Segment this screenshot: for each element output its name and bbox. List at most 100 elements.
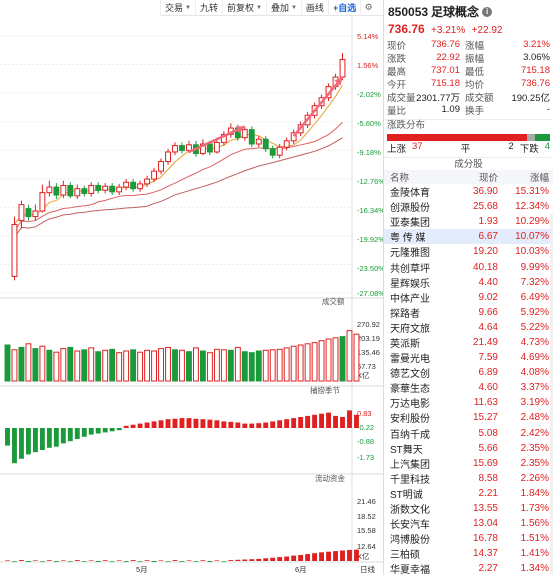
- flow-bar[interactable]: [12, 561, 17, 562]
- macd-bar[interactable]: [123, 425, 129, 428]
- macd-bar[interactable]: [95, 428, 101, 434]
- volume-bar[interactable]: [186, 351, 192, 382]
- flow-bar[interactable]: [144, 560, 150, 561]
- flow-bar[interactable]: [270, 557, 276, 561]
- volume-bar[interactable]: [151, 350, 158, 382]
- volume-bar[interactable]: [144, 349, 151, 382]
- flow-bar[interactable]: [19, 560, 24, 561]
- volume-bar[interactable]: [192, 347, 199, 382]
- col-pct-header[interactable]: 涨幅: [529, 173, 549, 184]
- flow-bar[interactable]: [340, 550, 345, 562]
- flow-bar[interactable]: [32, 560, 38, 561]
- candle-body[interactable]: [165, 151, 171, 163]
- charts-canvas[interactable]: 5.14% 1.56% -2.02% -5.60% -9.18% -12.76%…: [0, 16, 383, 575]
- candle-body[interactable]: [206, 143, 213, 153]
- flow-bar[interactable]: [53, 561, 59, 562]
- candle-body[interactable]: [151, 170, 158, 180]
- flow-bar[interactable]: [95, 561, 101, 562]
- volume-bar[interactable]: [109, 348, 116, 382]
- flow-bar[interactable]: [179, 561, 185, 562]
- volume-bar[interactable]: [220, 349, 227, 382]
- fund-flow-bars[interactable]: [5, 549, 359, 562]
- macd-bar[interactable]: [25, 428, 31, 455]
- macd-bar[interactable]: [312, 414, 318, 428]
- flow-bar[interactable]: [228, 560, 234, 561]
- overlay-button[interactable]: 叠加 ▼: [265, 0, 301, 16]
- flow-bar[interactable]: [39, 561, 45, 562]
- volume-bar[interactable]: [339, 336, 346, 382]
- flow-bar[interactable]: [298, 555, 304, 561]
- add-watchlist-button[interactable]: +自选: [327, 0, 360, 16]
- volume-bar[interactable]: [39, 345, 46, 382]
- candle-body[interactable]: [60, 184, 67, 196]
- macd-bar[interactable]: [102, 428, 108, 433]
- macd-bar[interactable]: [74, 428, 80, 439]
- nine-turn-button[interactable]: 九转: [194, 0, 222, 16]
- flow-bar[interactable]: [74, 560, 80, 561]
- trade-button[interactable]: 交易 ▼: [160, 0, 195, 16]
- flow-bar[interactable]: [319, 552, 325, 561]
- constituent-row[interactable]: 探路者 9.66 5.92%: [384, 305, 553, 320]
- volume-bar[interactable]: [123, 350, 130, 382]
- flow-bar[interactable]: [207, 561, 213, 562]
- volume-bar[interactable]: [227, 349, 234, 382]
- macd-bar[interactable]: [88, 428, 94, 435]
- macd-bar[interactable]: [354, 414, 359, 428]
- constituent-row[interactable]: 鸿博股份 16.78 1.51%: [384, 531, 553, 546]
- constituent-row[interactable]: 长安汽车 13.04 1.56%: [384, 516, 553, 531]
- macd-bar[interactable]: [277, 420, 283, 428]
- flow-bar[interactable]: [186, 560, 192, 561]
- volume-bar[interactable]: [32, 348, 39, 382]
- macd-bar[interactable]: [249, 423, 255, 428]
- macd-bar[interactable]: [144, 422, 150, 429]
- adjust-button[interactable]: 前复权 ▼: [221, 0, 266, 16]
- candle-body[interactable]: [46, 186, 53, 194]
- constituent-row[interactable]: 三柏硕 14.37 1.41%: [384, 546, 553, 561]
- flow-bar[interactable]: [354, 549, 359, 561]
- candlestick-series[interactable]: [11, 53, 346, 281]
- macd-bar[interactable]: [46, 428, 52, 448]
- macd-bar[interactable]: [305, 415, 311, 428]
- candle-body[interactable]: [179, 145, 185, 151]
- macd-bar[interactable]: [67, 428, 73, 442]
- volume-bar[interactable]: [255, 350, 262, 382]
- macd-bar[interactable]: [32, 428, 38, 453]
- macd-bar[interactable]: [200, 419, 206, 428]
- candle-body[interactable]: [262, 138, 269, 150]
- constituent-row[interactable]: 豪華生态 4.60 3.37%: [384, 380, 553, 395]
- volume-bar[interactable]: [81, 349, 88, 382]
- flow-bar[interactable]: [256, 558, 262, 561]
- flow-bar[interactable]: [151, 561, 157, 562]
- flow-bar[interactable]: [67, 561, 73, 562]
- candle-body[interactable]: [158, 161, 164, 172]
- candle-body[interactable]: [18, 204, 25, 222]
- constituent-row[interactable]: 中体产业 9.02 6.49%: [384, 290, 553, 305]
- macd-bar[interactable]: [19, 428, 24, 459]
- macd-bar[interactable]: [326, 412, 331, 428]
- flow-bar[interactable]: [263, 558, 269, 561]
- macd-bar[interactable]: [53, 428, 59, 447]
- flow-bar[interactable]: [116, 560, 122, 561]
- volume-bar[interactable]: [130, 349, 137, 382]
- constituent-row[interactable]: 华夏幸福 2.27 1.34%: [384, 561, 553, 575]
- flow-bar[interactable]: [25, 561, 31, 562]
- flow-bar[interactable]: [200, 560, 206, 561]
- flow-bar[interactable]: [193, 561, 199, 562]
- candle-body[interactable]: [109, 185, 116, 193]
- candle-body[interactable]: [32, 210, 39, 218]
- volume-bar[interactable]: [332, 337, 339, 382]
- volume-bar[interactable]: [95, 351, 102, 382]
- volume-bar[interactable]: [102, 349, 109, 382]
- macd-bar[interactable]: [235, 422, 241, 429]
- flow-bar[interactable]: [333, 551, 338, 561]
- volume-bars[interactable]: [4, 330, 360, 382]
- flow-bar[interactable]: [158, 560, 164, 561]
- constituent-row[interactable]: 安利股份 15.27 2.48%: [384, 410, 553, 425]
- constituent-row[interactable]: 万达电影 11.63 3.19%: [384, 395, 553, 410]
- candle-body[interactable]: [74, 188, 81, 197]
- volume-bar[interactable]: [276, 348, 283, 382]
- volume-bar[interactable]: [11, 349, 18, 382]
- flow-bar[interactable]: [284, 556, 290, 562]
- volume-bar[interactable]: [297, 344, 304, 382]
- macd-bar[interactable]: [347, 410, 352, 428]
